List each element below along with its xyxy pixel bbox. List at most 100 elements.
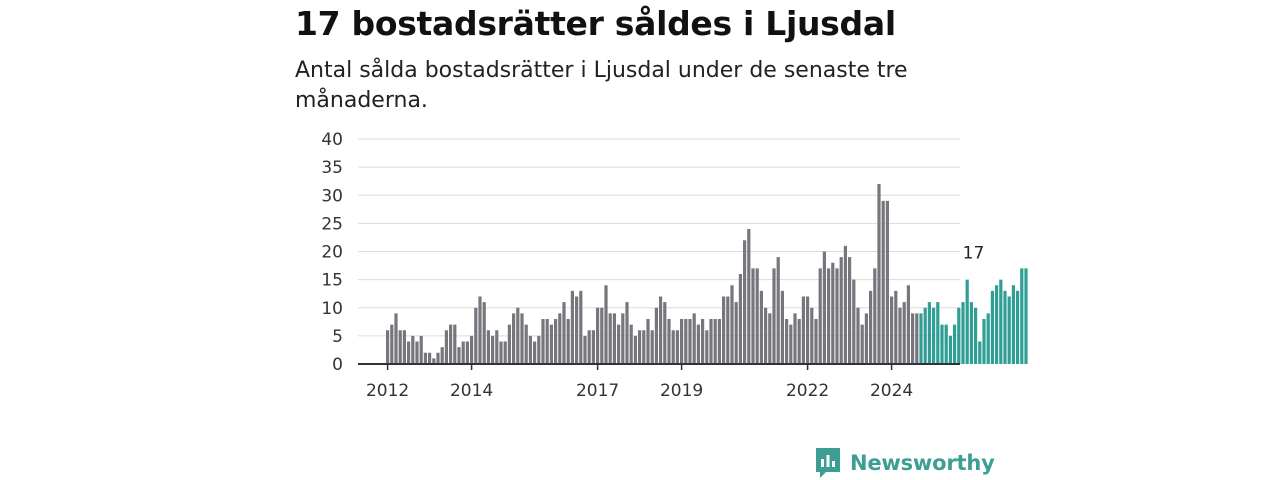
bar (822, 251, 826, 364)
bar (738, 274, 742, 364)
bar (633, 335, 637, 364)
bar-highlight (940, 324, 944, 364)
bar (549, 324, 553, 364)
bar (461, 341, 465, 364)
bar (667, 319, 671, 364)
newsworthy-logo-icon (816, 448, 840, 478)
bar-highlight (978, 341, 982, 364)
bar (911, 313, 915, 364)
bar (759, 290, 763, 364)
bar (646, 319, 650, 364)
bar (827, 268, 831, 364)
bar (764, 307, 768, 364)
bar (785, 319, 789, 364)
chart-title: 17 bostadsrätter såldes i Ljusdal (295, 4, 896, 43)
bar-highlight (982, 319, 986, 364)
bar (415, 341, 419, 364)
bar (470, 335, 474, 364)
chart-subtitle: Antal sålda bostadsrätter i Ljusdal unde… (295, 58, 908, 113)
bar (780, 290, 784, 364)
bar (520, 313, 524, 364)
bar (394, 313, 398, 364)
bar (696, 324, 700, 364)
bar (495, 330, 499, 364)
bar-highlight (965, 279, 969, 364)
x-tick-label: 2017 (576, 381, 619, 401)
bar (474, 307, 478, 364)
bar (843, 245, 847, 364)
y-tick-label: 5 (332, 327, 343, 347)
bar-highlight (957, 307, 961, 364)
bar (554, 319, 558, 364)
bar (617, 324, 621, 364)
bar (428, 352, 432, 364)
bar (419, 335, 423, 364)
bar (570, 290, 574, 364)
bar (818, 268, 822, 364)
bar (402, 330, 406, 364)
bar-highlight (936, 302, 940, 364)
bar (503, 341, 507, 364)
bar (533, 341, 537, 364)
bar (701, 319, 705, 364)
bar (659, 296, 663, 364)
bar (730, 285, 734, 364)
bar (717, 319, 721, 364)
bar (642, 330, 646, 364)
bar (621, 313, 625, 364)
y-tick-label: 30 (321, 186, 343, 206)
bar (852, 279, 856, 364)
x-tick-label: 2024 (870, 381, 913, 401)
bar (835, 268, 839, 364)
bar-highlight (919, 313, 923, 364)
bar-highlight (1007, 296, 1011, 364)
y-tick-label: 35 (321, 158, 343, 178)
bar (801, 296, 805, 364)
bar-highlight (999, 279, 1003, 364)
newsworthy-logo: Newsworthy (814, 446, 995, 480)
bar (797, 319, 801, 364)
bar (449, 324, 453, 364)
y-tick-label: 0 (332, 355, 343, 375)
bar (869, 290, 873, 364)
bar (680, 319, 684, 364)
bar (440, 347, 444, 364)
x-tick-label: 2012 (366, 381, 409, 401)
bar (512, 313, 516, 364)
bar (499, 341, 503, 364)
bar (625, 302, 629, 364)
bar (390, 324, 394, 364)
bar (831, 262, 835, 364)
y-tick-label: 40 (321, 130, 343, 150)
bar (709, 319, 713, 364)
bars (386, 184, 1028, 364)
x-axis-ticks: 2012 2014 2017 2019 2022 2024 (366, 364, 913, 401)
last-value-label: 17 (963, 243, 985, 263)
bar (915, 313, 919, 364)
bar (663, 302, 667, 364)
bar (902, 302, 906, 364)
bar-highlight (953, 324, 957, 364)
bar (423, 352, 427, 364)
bar-highlight (1003, 290, 1007, 364)
bar (755, 268, 759, 364)
bar (528, 335, 532, 364)
bar (608, 313, 612, 364)
bar (726, 296, 730, 364)
bar (638, 330, 642, 364)
bar (600, 307, 604, 364)
bar (743, 240, 747, 364)
bar (856, 307, 860, 364)
bar (789, 324, 793, 364)
bar (722, 296, 726, 364)
bar (541, 319, 545, 364)
bar (654, 307, 658, 364)
bar (906, 285, 910, 364)
bar (848, 257, 852, 364)
bar (768, 313, 772, 364)
bar-highlight (990, 290, 994, 364)
bar (890, 296, 894, 364)
bar-highlight (986, 313, 990, 364)
bar (864, 313, 868, 364)
bar (814, 319, 818, 364)
